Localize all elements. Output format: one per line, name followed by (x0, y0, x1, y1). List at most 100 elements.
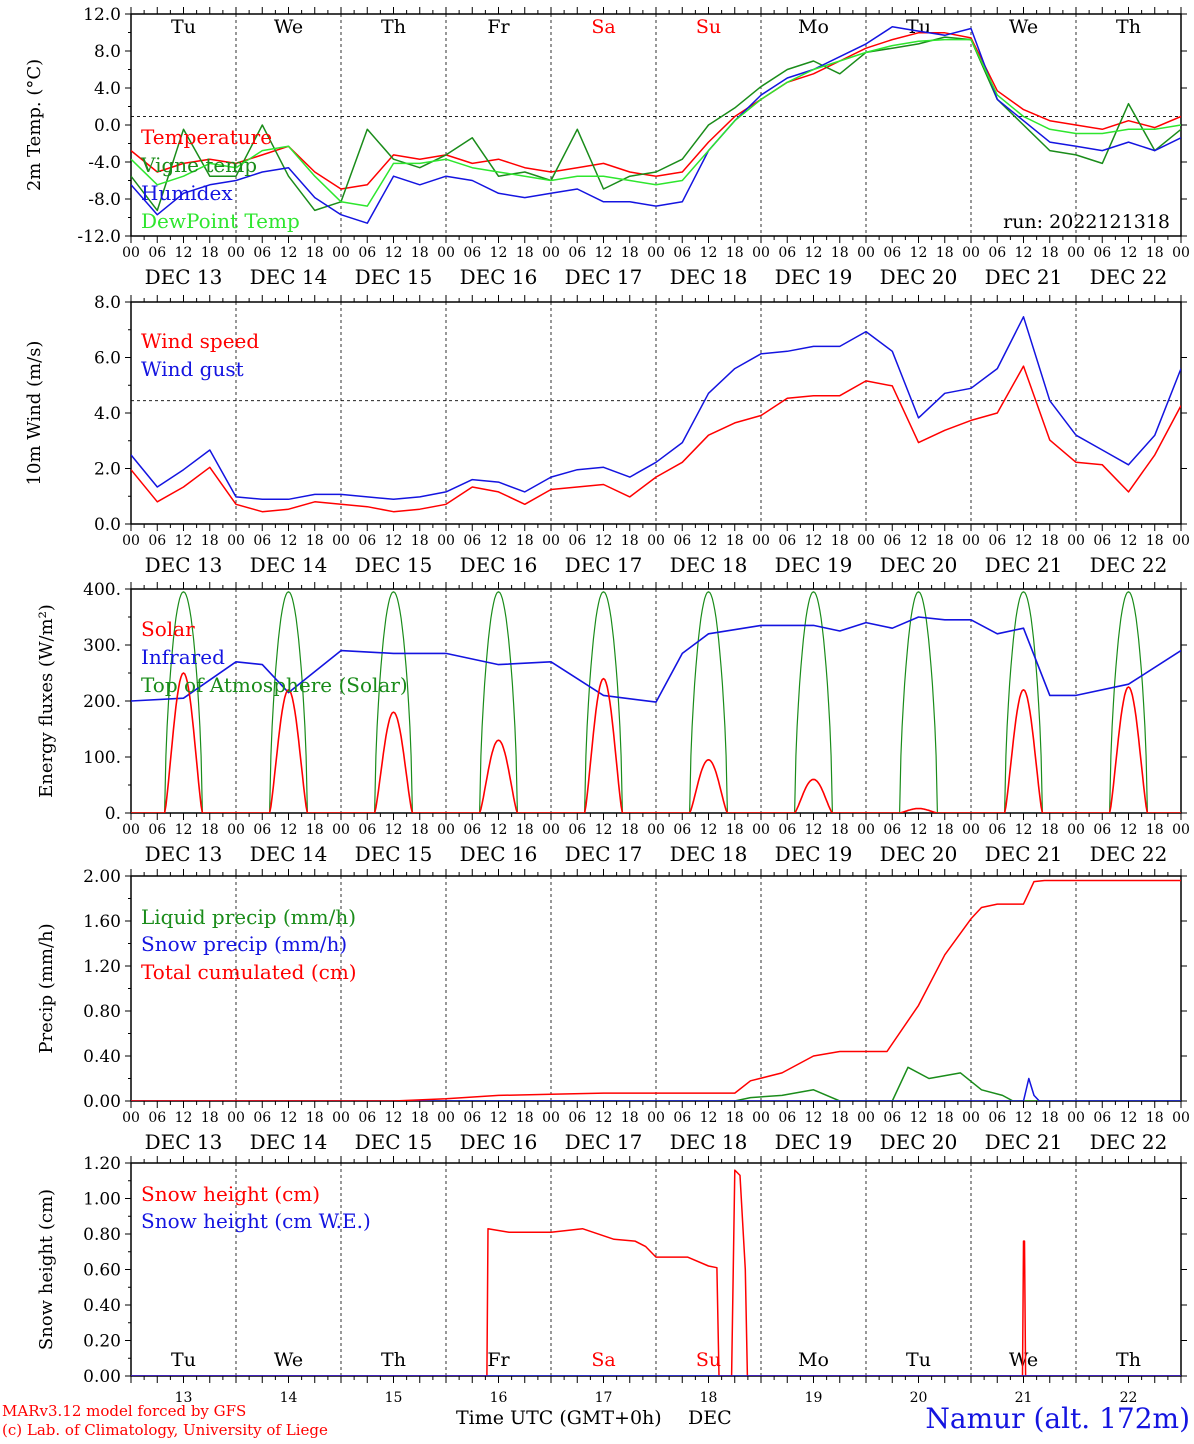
legend-entry: Wind gust (141, 357, 244, 381)
x-day-number: 20 (910, 1390, 928, 1406)
x-hour-label: 06 (1093, 533, 1111, 549)
x-hour-label: 18 (831, 245, 849, 261)
x-date-label: DEC 13 (145, 553, 223, 577)
day-of-week-label: Tu (171, 16, 196, 38)
x-date-label: DEC 16 (460, 842, 538, 866)
series-layer (131, 879, 1181, 1101)
x-hour-label: 06 (148, 1110, 166, 1126)
x-hour-label: 00 (122, 822, 140, 838)
x-hour-label: 06 (988, 245, 1006, 261)
x-hour-label: 06 (778, 1110, 796, 1126)
x-day-number: 21 (1015, 1390, 1033, 1406)
x-hour-label: 18 (306, 245, 324, 261)
snow-height-cm-line (131, 1169, 1181, 1376)
x-hour-label: 06 (463, 245, 481, 261)
x-day-number: 16 (490, 1390, 508, 1406)
x-hour-label: 06 (778, 822, 796, 838)
x-date-label: DEC 20 (880, 553, 958, 577)
x-hour-label: 06 (253, 822, 271, 838)
day-of-week-label: Tu (171, 1349, 196, 1371)
x-date-label: DEC 21 (985, 265, 1063, 289)
x-hour-label: 18 (621, 822, 639, 838)
x-day-number: 14 (280, 1390, 298, 1406)
x-hour-label: 18 (516, 533, 534, 549)
x-date-label: DEC 22 (1090, 265, 1168, 289)
x-hour-label: 12 (385, 533, 403, 549)
x-hour-label: 12 (490, 533, 508, 549)
x-hour-label: 12 (805, 1110, 823, 1126)
x-hour-label: 06 (148, 533, 166, 549)
x-hour-label: 06 (358, 245, 376, 261)
y-tick-label: 0.0 (94, 515, 121, 535)
x-date-label: DEC 15 (355, 553, 433, 577)
x-hour-label: 06 (148, 822, 166, 838)
x-hour-label: 06 (673, 533, 691, 549)
x-hour-label: 18 (411, 1110, 429, 1126)
panel-5: 1.20 1.00 0.80 0.60 0.40 0.20 0.00 Snow height … (36, 1154, 1187, 1406)
x-hour-label: 00 (1067, 822, 1085, 838)
x-date-label: DEC 22 (1090, 553, 1168, 577)
run-label: run: 2022121318 (1003, 211, 1170, 233)
x-date-label: DEC 19 (775, 842, 853, 866)
y-tick-label: 2.00 (83, 867, 121, 887)
legend-entry: Snow height (cm W.E.) (141, 1209, 371, 1233)
day-of-week-label: Sa (591, 16, 615, 38)
x-hour-label: 12 (280, 533, 298, 549)
x-hour-label: 06 (778, 245, 796, 261)
x-hour-label: 00 (542, 533, 560, 549)
x-hour-label: 00 (857, 533, 875, 549)
x-hour-label: 18 (306, 1110, 324, 1126)
x-hour-label: 00 (542, 1110, 560, 1126)
x-hour-label: 18 (411, 533, 429, 549)
x-hour-label: 06 (673, 822, 691, 838)
x-hour-label: 12 (280, 1110, 298, 1126)
x-hour-label: 18 (936, 1110, 954, 1126)
x-hour-label: 00 (1172, 822, 1190, 838)
y-tick-label: 200. (83, 692, 121, 712)
x-date-label: DEC 19 (775, 1130, 853, 1154)
x-date-label: DEC 14 (250, 265, 328, 289)
x-hour-label: 12 (700, 822, 718, 838)
x-hour-label: 18 (831, 822, 849, 838)
x-hour-label: 06 (1093, 1110, 1111, 1126)
x-hour-label: 12 (385, 822, 403, 838)
day-of-week-label: Th (1116, 1349, 1141, 1371)
x-hour-label: 12 (910, 533, 928, 549)
x-axis-month: DEC (688, 1407, 732, 1429)
legend-entry: Total cumulated (cm) (141, 960, 357, 984)
x-date-label: DEC 19 (775, 553, 853, 577)
x-hour-label: 00 (122, 245, 140, 261)
x-day-number: 13 (175, 1390, 193, 1406)
x-hour-label: 12 (175, 533, 193, 549)
snow-precip-mm-h-line (131, 1077, 1181, 1101)
x-hour-label: 12 (910, 1110, 928, 1126)
x-hour-label: 12 (490, 245, 508, 261)
legend-entry: Liquid precip (mm/h) (141, 905, 356, 929)
x-hour-label: 18 (936, 245, 954, 261)
x-hour-label: 12 (490, 822, 508, 838)
y-tick-label: 0.80 (83, 1225, 121, 1245)
x-hour-label: 06 (358, 1110, 376, 1126)
x-date-label: DEC 13 (145, 1130, 223, 1154)
x-date-label: DEC 18 (670, 265, 748, 289)
y-tick-label: 100. (83, 748, 121, 768)
wind-speed-line (131, 365, 1181, 513)
x-hour-label: 18 (201, 1110, 219, 1126)
y-tick-label: 0.20 (83, 1332, 121, 1352)
day-of-week-label: Th (381, 1349, 406, 1371)
series-layer (131, 1169, 1181, 1376)
y-tick-label: 8.0 (94, 42, 121, 62)
legend-entry: Vigne temp (140, 153, 257, 177)
x-hour-label: 18 (201, 533, 219, 549)
x-hour-label: 18 (621, 533, 639, 549)
legend-entry: Top of Atmosphere (Solar) (141, 673, 408, 697)
panel-2: 8.0 6.0 4.0 2.0 0.0 10m Wind (m/s) 00 06 12 18 DEC… (24, 293, 1190, 577)
panel-1: 12.0 8.0 4.0 0.0 -4.0 -8.0 -12.0 2m Temp. (°C) 0… (24, 5, 1190, 289)
x-hour-label: 00 (857, 1110, 875, 1126)
x-hour-label: 00 (437, 245, 455, 261)
x-hour-label: 00 (857, 245, 875, 261)
y-axis-label: Precip (mm/h) (36, 923, 57, 1053)
day-of-week-label: We (274, 16, 303, 38)
x-hour-label: 18 (831, 533, 849, 549)
